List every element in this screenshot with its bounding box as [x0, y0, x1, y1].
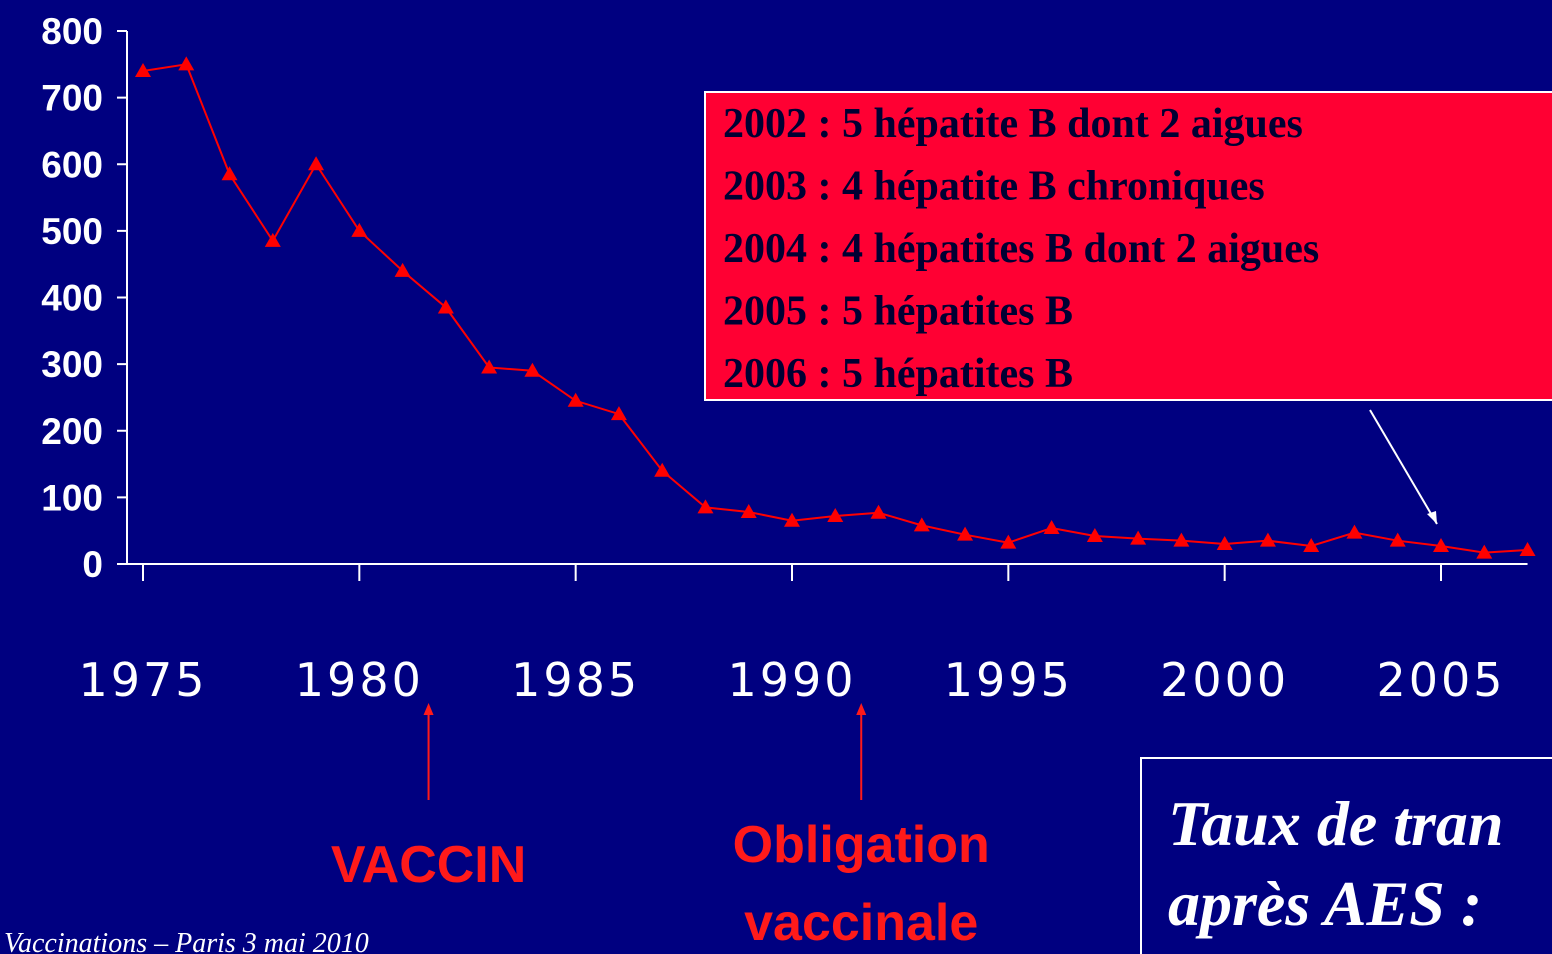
data-point: [1433, 538, 1449, 553]
data-point: [351, 222, 368, 237]
callout-line: 2004 : 4 hépatites B dont 2 aigues: [723, 226, 1319, 272]
callout-line: 2003 : 4 hépatite B chroniques: [723, 164, 1265, 210]
x-tick-label: 1990: [727, 653, 856, 707]
callout-box: [704, 91, 1552, 401]
data-point: [913, 517, 930, 532]
data-point: [1043, 520, 1060, 535]
data-point: [394, 262, 411, 277]
data-point: [567, 392, 584, 407]
data-point: [1389, 532, 1406, 547]
x-tick-label: 1980: [295, 653, 424, 707]
data-point: [957, 526, 974, 541]
data-point: [221, 166, 238, 181]
data-point: [740, 504, 757, 519]
footer: Vaccinations – Paris 3 mai 2010: [4, 928, 369, 954]
annotation-arrowhead: [423, 703, 434, 715]
data-point: [264, 232, 281, 247]
x-tick-label: 1975: [78, 653, 207, 707]
callout-line: 2006 : 5 hépatites B: [723, 351, 1073, 397]
data-point: [437, 299, 454, 314]
y-tick-label: 600: [41, 144, 103, 185]
x-tick-label: 2000: [1160, 653, 1289, 707]
data-point: [481, 359, 498, 374]
callout-line: 2002 : 5 hépatite B dont 2 aigues: [723, 101, 1303, 147]
y-tick-label: 400: [41, 278, 103, 319]
callout-arrowhead: [1427, 511, 1437, 525]
data-point: [135, 62, 151, 77]
data-point: [1303, 538, 1320, 553]
annotation-label: vaccinale: [744, 894, 978, 952]
data-point: [524, 362, 541, 377]
data-point: [308, 156, 325, 171]
x-tick-label: 2005: [1376, 653, 1505, 707]
y-tick-label: 700: [41, 78, 103, 119]
y-tick-label: 200: [41, 411, 103, 452]
x-tick-label: 1985: [511, 653, 640, 707]
data-point: [1173, 532, 1190, 547]
data-point: [654, 462, 671, 477]
note-line: Taux de tran: [1168, 788, 1504, 859]
data-point: [610, 406, 627, 421]
callout-arrow: [1369, 409, 1438, 525]
y-tick-label: 500: [41, 211, 103, 252]
y-tick-label: 100: [41, 477, 103, 518]
callout-line: 2005 : 5 hépatites B: [723, 289, 1073, 335]
note-box: [1140, 757, 1552, 954]
annotation-label: VACCIN: [331, 836, 526, 894]
data-point: [1476, 544, 1493, 559]
data-point: [1000, 534, 1017, 549]
annotation-label: Obligation: [733, 816, 990, 874]
data-point: [1346, 524, 1363, 539]
data-point: [1086, 528, 1103, 543]
data-point: [1130, 530, 1147, 545]
annotation-arrowhead: [856, 703, 867, 715]
data-point: [784, 512, 800, 527]
data-point: [178, 56, 195, 71]
data-point: [870, 504, 887, 519]
data-point: [1259, 532, 1276, 547]
data-point: [827, 508, 844, 523]
data-point: [1519, 542, 1536, 557]
note-line: après AES :: [1168, 868, 1482, 939]
y-tick-label: 800: [41, 11, 103, 52]
x-tick-label: 1995: [944, 653, 1073, 707]
data-point: [697, 499, 714, 514]
data-point: [1216, 536, 1233, 551]
y-tick-label: 300: [41, 344, 103, 385]
y-tick-label: 0: [82, 544, 103, 585]
